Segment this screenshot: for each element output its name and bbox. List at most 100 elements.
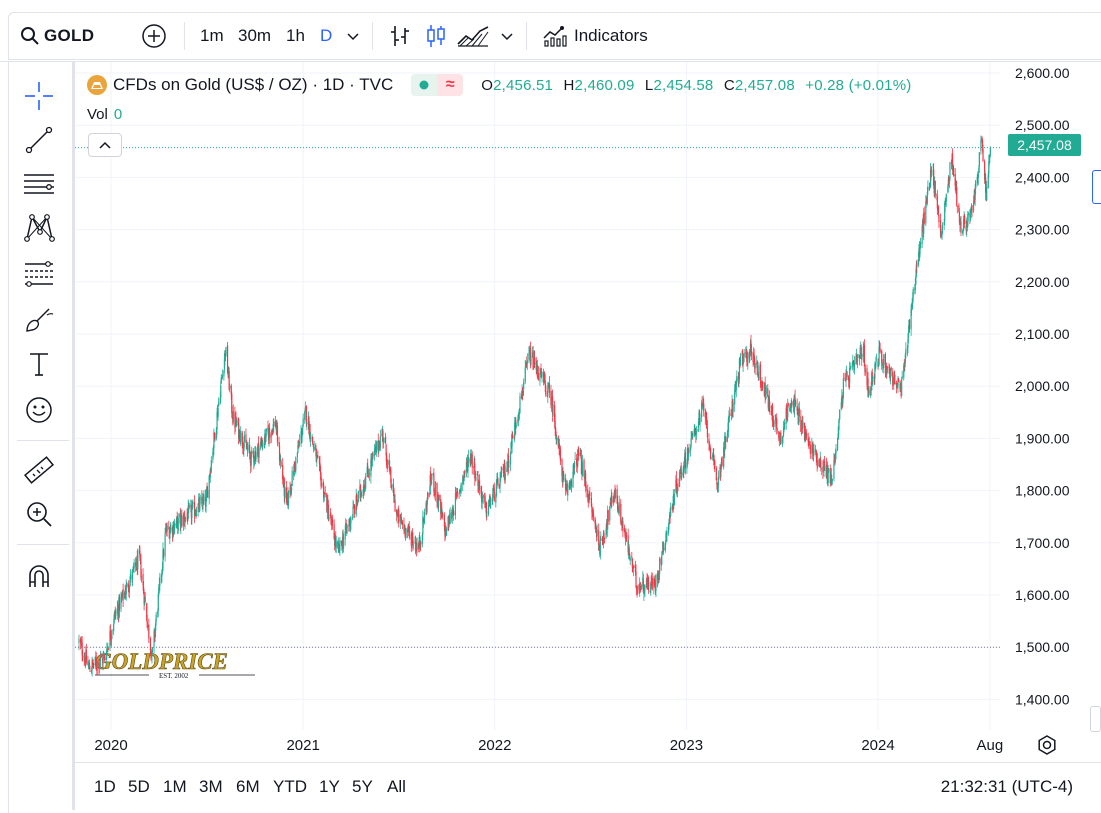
range-1m[interactable]: 1M <box>163 777 187 796</box>
candle-body <box>456 491 459 493</box>
candle-body <box>509 453 512 465</box>
candle-body <box>930 170 932 174</box>
candle-body <box>897 378 899 387</box>
candle-body <box>879 348 881 353</box>
crosshair-tool[interactable] <box>21 78 57 114</box>
interval-dropdown[interactable] <box>346 22 360 50</box>
symbol-title[interactable]: CFDs on Gold (US$ / OZ) · 1D · TVC <box>113 75 394 94</box>
candle-body <box>333 524 335 540</box>
clock-timezone[interactable]: 21:32:31 (UTC-4) <box>940 777 1073 796</box>
chart-pane[interactable]: GOLDPRICE EST. 2002 2,600.00 2,500.00 2,40… <box>75 62 1101 762</box>
candle-body <box>754 358 756 369</box>
candle-body <box>892 371 894 386</box>
brush-tool[interactable] <box>21 302 57 338</box>
chevron-down-icon <box>347 33 359 41</box>
candle-body <box>721 457 723 466</box>
candle-body <box>925 201 927 224</box>
candle-body <box>304 407 306 411</box>
interval-1h[interactable]: 1h <box>286 26 305 45</box>
candle-body <box>111 631 113 633</box>
time-axis: 2020 2021 2022 2023 2024 Aug <box>94 737 1003 754</box>
candle-body <box>201 496 203 504</box>
candle-body <box>599 539 601 557</box>
candle-body <box>727 429 729 434</box>
price-tick-label: 1,700.00 <box>1015 535 1070 551</box>
candles-style-button[interactable] <box>424 22 448 50</box>
candle-body <box>723 447 725 467</box>
range-5y[interactable]: 5Y <box>352 777 373 796</box>
candle-body <box>651 577 653 589</box>
text-tool[interactable] <box>21 346 57 382</box>
candle-body <box>906 347 909 350</box>
candle-body <box>562 471 565 477</box>
candle-body <box>329 514 332 516</box>
candle-body <box>609 506 611 521</box>
candle-body <box>588 501 590 502</box>
candle-body <box>89 670 91 672</box>
candle-body <box>804 432 807 435</box>
range-1y[interactable]: 1Y <box>319 777 340 796</box>
candle-body <box>959 223 961 225</box>
measure-tool[interactable] <box>21 452 57 488</box>
candle-body <box>665 533 667 542</box>
candle-body <box>620 521 622 523</box>
candle-body <box>565 478 567 491</box>
zoom-in-tool[interactable] <box>21 496 57 532</box>
range-1d[interactable]: 1D <box>94 777 116 796</box>
last-price-label: 2,457.08 <box>1008 134 1081 156</box>
price-tick-label: 1,500.00 <box>1015 639 1070 655</box>
candle-body <box>485 502 487 517</box>
candle-body <box>682 468 684 475</box>
interval-30m[interactable]: 30m <box>238 26 272 45</box>
candle-body <box>195 513 198 516</box>
symbol-search-button[interactable]: GOLD <box>20 22 94 50</box>
candle-body <box>271 430 273 437</box>
candle-body <box>411 536 413 547</box>
gear-icon[interactable] <box>1036 734 1058 756</box>
interval-d[interactable]: D <box>320 26 333 45</box>
candle-body <box>970 210 972 213</box>
candle-body <box>258 447 260 458</box>
collapse-legend-button[interactable] <box>88 133 122 157</box>
price-chart[interactable]: GOLDPRICE EST. 2002 2,600.00 2,500.00 2,40… <box>75 62 1101 762</box>
magnet-tool[interactable] <box>21 558 57 594</box>
area-chart-icon <box>457 26 489 47</box>
candle-body <box>903 365 905 367</box>
emoji-tool[interactable] <box>21 392 57 428</box>
candle-body <box>161 570 163 577</box>
price-tick-label: 1,600.00 <box>1015 587 1070 603</box>
range-ytd[interactable]: YTD <box>273 777 307 796</box>
range-3m[interactable]: 3M <box>199 777 223 796</box>
candle-body <box>914 285 916 291</box>
indicators-button[interactable]: Indicators <box>542 22 648 50</box>
market-status[interactable]: ≈ <box>411 74 464 96</box>
candle-body <box>528 349 531 355</box>
candle-body <box>301 433 303 438</box>
candle-body <box>648 582 650 591</box>
pattern-tool[interactable] <box>21 210 57 246</box>
area-style-button[interactable] <box>456 22 490 50</box>
horizontal-lines-tool[interactable] <box>21 166 57 202</box>
candle-body <box>85 649 87 663</box>
fib-tool[interactable] <box>21 256 57 292</box>
range-5d[interactable]: 5D <box>128 777 150 796</box>
candle-body <box>109 630 111 649</box>
candle-body <box>884 354 886 374</box>
bar-style-button[interactable] <box>388 22 412 50</box>
candle-body <box>705 412 707 422</box>
candle-body <box>260 440 262 442</box>
right-panel-toggle[interactable] <box>1092 170 1101 204</box>
candle-body <box>885 365 888 373</box>
trend-line-tool[interactable] <box>21 122 57 158</box>
range-6m[interactable]: 6M <box>236 777 260 796</box>
candle-body <box>232 410 234 423</box>
candle-body <box>256 446 259 455</box>
candle-body <box>389 468 391 470</box>
interval-1m[interactable]: 1m <box>200 26 224 45</box>
chart-type-dropdown[interactable] <box>500 22 514 50</box>
candle-body <box>702 406 704 408</box>
compare-symbol-button[interactable] <box>141 22 167 50</box>
scroll-handle[interactable] <box>1090 706 1101 732</box>
candle-body <box>429 475 431 494</box>
range-all[interactable]: All <box>387 777 406 796</box>
